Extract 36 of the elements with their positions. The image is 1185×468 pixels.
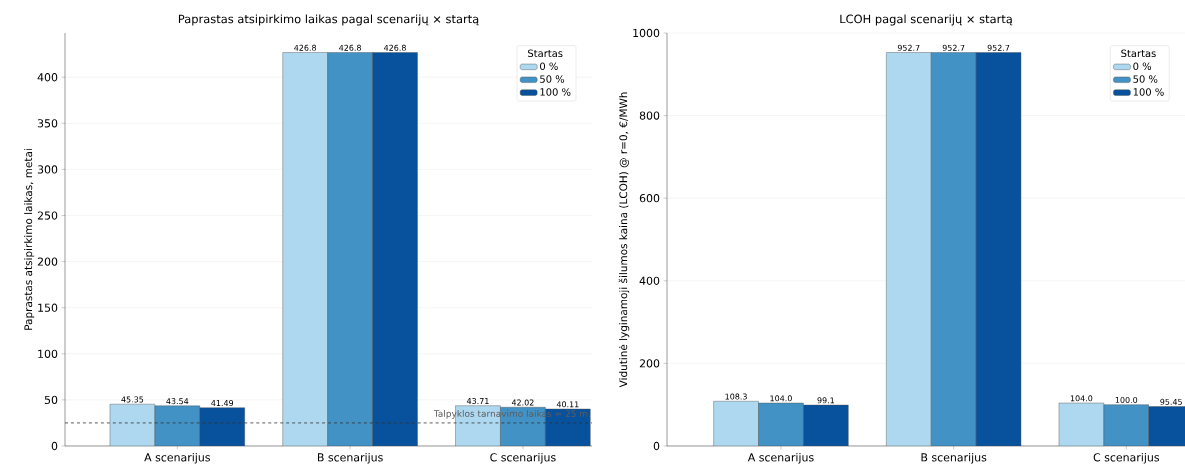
y-tick-label: 200 (639, 359, 660, 368)
legend-label: 0 % (1133, 62, 1152, 70)
y-tick-label: 200 (37, 257, 58, 266)
bar (1058, 402, 1105, 446)
y-axis-title: Paprastas atsipirkimo laikas, metai (24, 149, 35, 330)
legend-label: 0 % (540, 62, 558, 70)
y-tick-label: 0 (653, 441, 660, 451)
x-tick-label: C scenarijus (490, 453, 556, 464)
x-tick-label: C scenarijus (1093, 453, 1160, 464)
x-tick-label: B scenarijus (317, 453, 383, 464)
y-tick-label: 1000 (633, 28, 660, 38)
y-tick-label: 400 (37, 73, 58, 82)
y-tick-label: 100 (38, 349, 58, 358)
bar (886, 52, 932, 446)
y-tick-label: 0 (51, 441, 58, 451)
legend-label: 50 % (540, 75, 565, 83)
legend-title: Startas (528, 49, 563, 58)
y-axis-title: Vidutinė lyginamoji šilumos kaina (LCOH) @ r=0, €/MWh (618, 92, 630, 388)
x-tick-label: A scenarijus (144, 453, 210, 464)
legend-label: 100 % (1133, 88, 1164, 96)
y-tick-label: 250 (37, 211, 58, 220)
chart-title: LCOH pagal scenarijų × startą (840, 14, 1013, 26)
bar (713, 401, 759, 446)
x-tick-label: A scenarijus (747, 453, 814, 464)
x-tick-label: B scenarijus (921, 453, 987, 464)
legend-label: 100 % (540, 88, 571, 96)
legend-title: Startas (1121, 49, 1156, 58)
legend-label: 50 % (1133, 75, 1158, 83)
chart-title: Paprastas atsipirkimo laikas pagal scenarijų × startą (178, 14, 479, 26)
y-tick-label: 350 (37, 119, 58, 128)
y-tick-label: 150 (38, 303, 58, 312)
y-tick-label: 800 (639, 111, 660, 120)
y-tick-label: 400 (639, 276, 660, 285)
y-tick-label: 600 (639, 194, 660, 203)
y-tick-label: 300 (37, 165, 58, 174)
y-tick-label: 50 (44, 395, 58, 405)
